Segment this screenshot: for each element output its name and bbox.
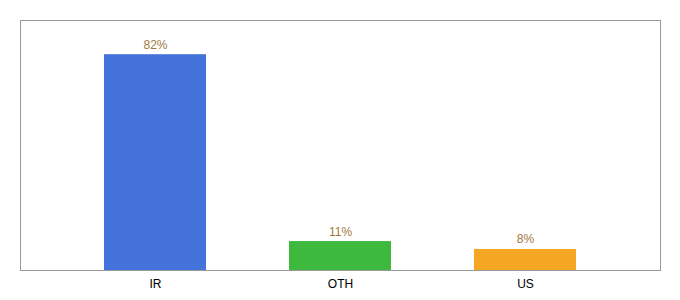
svg-text:82%: 82% (143, 38, 167, 52)
svg-text:OTH: OTH (328, 277, 353, 291)
svg-text:US: US (517, 277, 534, 291)
svg-text:IR: IR (150, 277, 162, 291)
svg-text:11%: 11% (329, 225, 352, 239)
svg-text:8%: 8% (517, 232, 535, 246)
